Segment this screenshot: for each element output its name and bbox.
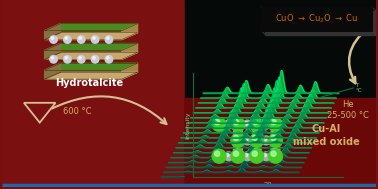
Circle shape	[245, 122, 248, 125]
Bar	[265, 11, 376, 35]
Text: He
25-500 °C: He 25-500 °C	[327, 100, 369, 120]
Circle shape	[269, 118, 282, 132]
Circle shape	[263, 153, 266, 157]
Circle shape	[91, 36, 99, 43]
Circle shape	[271, 151, 276, 156]
Text: Intensity: Intensity	[185, 111, 190, 139]
Circle shape	[233, 119, 239, 125]
Polygon shape	[122, 63, 138, 79]
Circle shape	[231, 133, 245, 147]
Circle shape	[224, 120, 233, 129]
Circle shape	[93, 37, 95, 39]
Text: 600 °C: 600 °C	[64, 107, 92, 116]
Circle shape	[269, 149, 282, 163]
Circle shape	[65, 57, 68, 59]
Circle shape	[107, 37, 109, 39]
Circle shape	[243, 136, 252, 145]
Circle shape	[254, 145, 257, 149]
Circle shape	[250, 118, 263, 132]
Circle shape	[250, 149, 263, 163]
Circle shape	[245, 153, 248, 157]
Polygon shape	[45, 63, 60, 79]
Circle shape	[252, 135, 257, 141]
Polygon shape	[45, 52, 138, 59]
Circle shape	[224, 152, 233, 161]
Circle shape	[77, 36, 85, 43]
Circle shape	[50, 56, 57, 63]
Circle shape	[105, 56, 113, 63]
Circle shape	[250, 133, 263, 147]
Circle shape	[262, 120, 271, 129]
Circle shape	[271, 135, 276, 141]
Circle shape	[263, 122, 266, 125]
Polygon shape	[45, 33, 138, 40]
Circle shape	[64, 36, 71, 43]
Circle shape	[215, 151, 220, 156]
Circle shape	[77, 56, 85, 63]
Bar	[2, 0, 185, 187]
Bar	[185, 0, 376, 187]
Text: Cu-Al
mixed oxide: Cu-Al mixed oxide	[293, 124, 360, 147]
Circle shape	[252, 128, 261, 137]
Polygon shape	[122, 43, 138, 59]
Circle shape	[233, 135, 239, 141]
Circle shape	[271, 119, 276, 125]
Polygon shape	[122, 24, 138, 40]
Circle shape	[64, 56, 71, 63]
Text: CuO $\rightarrow$ Cu$_2$O $\rightarrow$ Cu: CuO $\rightarrow$ Cu$_2$O $\rightarrow$ …	[275, 12, 358, 25]
Bar	[261, 7, 372, 31]
Circle shape	[65, 37, 68, 39]
Polygon shape	[45, 43, 60, 59]
Circle shape	[79, 37, 81, 39]
Circle shape	[215, 119, 220, 125]
Circle shape	[235, 130, 239, 133]
Polygon shape	[45, 24, 60, 40]
Circle shape	[231, 149, 245, 163]
Circle shape	[212, 118, 226, 132]
Circle shape	[79, 57, 81, 59]
Circle shape	[271, 144, 280, 153]
Circle shape	[91, 56, 99, 63]
Circle shape	[273, 145, 276, 149]
Circle shape	[271, 128, 280, 137]
Circle shape	[235, 145, 239, 149]
Circle shape	[51, 57, 54, 59]
Circle shape	[233, 151, 239, 156]
Circle shape	[254, 130, 257, 133]
Circle shape	[50, 36, 57, 43]
Circle shape	[245, 138, 248, 141]
Circle shape	[105, 36, 113, 43]
Polygon shape	[45, 24, 138, 31]
Text: T
°C: T °C	[355, 83, 362, 93]
Circle shape	[252, 144, 261, 153]
Text: 2θ: 2θ	[264, 182, 273, 188]
Circle shape	[226, 122, 229, 125]
Circle shape	[273, 130, 276, 133]
Circle shape	[262, 136, 271, 145]
Polygon shape	[45, 63, 138, 70]
Circle shape	[243, 120, 252, 129]
Text: Hydrotalcite: Hydrotalcite	[55, 78, 123, 88]
Circle shape	[51, 37, 54, 39]
Circle shape	[212, 149, 226, 163]
Circle shape	[226, 153, 229, 157]
Circle shape	[252, 119, 257, 125]
Circle shape	[107, 57, 109, 59]
Bar	[185, 98, 376, 187]
Polygon shape	[45, 43, 138, 50]
Polygon shape	[45, 72, 138, 79]
Circle shape	[269, 133, 282, 147]
Circle shape	[243, 152, 252, 161]
Circle shape	[231, 118, 245, 132]
Circle shape	[263, 138, 266, 141]
Circle shape	[252, 151, 257, 156]
Circle shape	[234, 128, 242, 137]
Circle shape	[93, 57, 95, 59]
Circle shape	[262, 152, 271, 161]
Circle shape	[234, 144, 242, 153]
